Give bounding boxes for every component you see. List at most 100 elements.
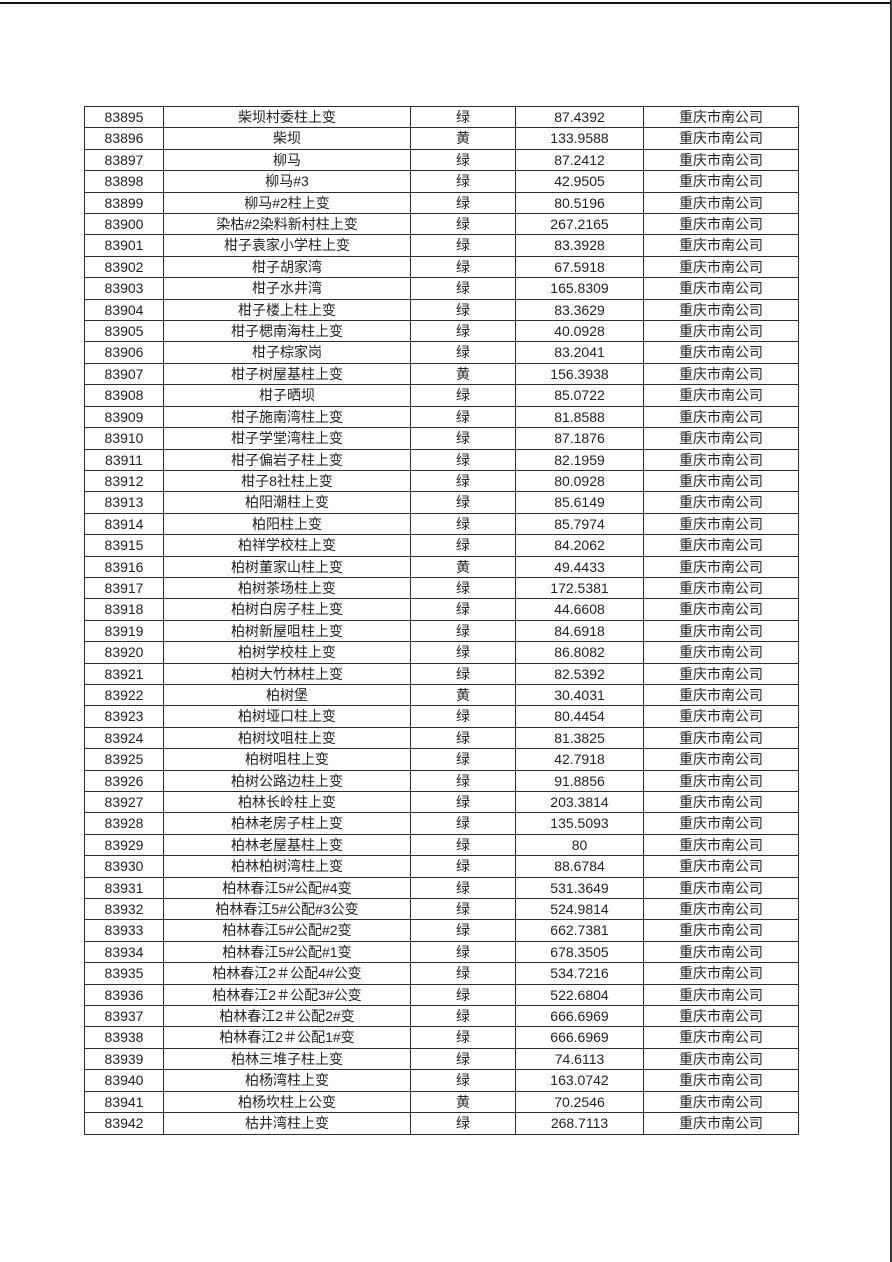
cell-company: 重庆市南公司	[643, 213, 799, 236]
cell-name: 柏林春江5#公配#3公变	[163, 898, 411, 921]
cell-company: 重庆市南公司	[643, 1090, 799, 1114]
cell-status: 黄	[410, 555, 516, 578]
cell-name: 柑子胡家湾	[163, 255, 411, 279]
cell-id: 83936	[84, 983, 164, 1007]
cell-value: 30.4031	[515, 683, 644, 707]
cell-value: 87.2412	[515, 148, 644, 172]
cell-company: 重庆市南公司	[643, 448, 799, 471]
cell-name: 柏林春江5#公配#4变	[163, 876, 411, 900]
cell-company: 重庆市南公司	[643, 833, 799, 857]
cell-name: 柏林春江5#公配#2变	[163, 919, 411, 942]
cell-value: 80.4454	[515, 705, 644, 728]
page-top-edge-line	[0, 2, 892, 4]
cell-value: 86.8082	[515, 641, 644, 664]
cell-name: 柏树大竹林柱上变	[163, 662, 411, 685]
table-row: 83930 柏林柏树湾柱上变绿 88.6784 重庆市南公司	[84, 855, 799, 878]
cell-id: 83913	[84, 491, 164, 514]
cell-name: 柑子水井湾	[163, 277, 411, 300]
cell-id: 83907	[84, 362, 164, 386]
cell-id: 83940	[84, 1069, 164, 1092]
cell-company: 重庆市南公司	[643, 491, 799, 514]
table-row: 83924 柏树坟咀柱上变绿 81.3825 重庆市南公司	[84, 726, 799, 750]
cell-status: 黄	[410, 127, 516, 150]
cell-value: 82.5392	[515, 662, 644, 685]
cell-value: 81.3825	[515, 726, 644, 750]
cell-status: 绿	[410, 940, 516, 964]
cell-value: 67.5918	[515, 255, 644, 279]
cell-value: 87.4392	[515, 105, 644, 129]
cell-id: 83917	[84, 576, 164, 600]
cell-company: 重庆市南公司	[643, 1112, 799, 1135]
cell-id: 83932	[84, 898, 164, 921]
cell-company: 重庆市南公司	[643, 919, 799, 942]
cell-id: 83937	[84, 1005, 164, 1028]
table-row: 83929 柏林老屋基柱上变绿 80 重庆市南公司	[84, 833, 799, 857]
table-row: 83896 柴坝黄 133.9588 重庆市南公司	[84, 127, 799, 150]
cell-status: 绿	[410, 234, 516, 257]
cell-name: 柏祥学校柱上变	[163, 534, 411, 557]
cell-id: 83922	[84, 683, 164, 707]
cell-name: 柳马	[163, 148, 411, 172]
cell-name: 柴坝村委柱上变	[163, 105, 411, 129]
cell-name: 柏林春江2＃公配3#公变	[163, 983, 411, 1007]
cell-status: 绿	[410, 512, 516, 536]
cell-id: 83919	[84, 619, 164, 643]
cell-status: 绿	[410, 598, 516, 621]
table-row: 83908 柑子晒坝绿 85.0722 重庆市南公司	[84, 384, 799, 407]
table-row: 83913 柏阳潮柱上变绿 85.6149 重庆市南公司	[84, 491, 799, 514]
cell-status: 绿	[410, 255, 516, 279]
cell-id: 83916	[84, 555, 164, 578]
cell-id: 83934	[84, 940, 164, 964]
cell-status: 绿	[410, 298, 516, 322]
cell-status: 绿	[410, 726, 516, 750]
cell-name: 柏树坟咀柱上变	[163, 726, 411, 750]
cell-id: 83931	[84, 876, 164, 900]
cell-name: 柑子棕家岗	[163, 341, 411, 364]
cell-name: 柏林三堆子柱上变	[163, 1047, 411, 1071]
cell-status: 绿	[410, 876, 516, 900]
cell-status: 绿	[410, 320, 516, 343]
table-row: 83940 柏杨湾柱上变绿 163.0742 重庆市南公司	[84, 1069, 799, 1092]
cell-name: 柏阳柱上变	[163, 512, 411, 536]
table-row: 83911 柑子偏岩子柱上变绿 82.1959 重庆市南公司	[84, 448, 799, 471]
table-row: 83923 柏树垭口柱上变绿 80.4454 重庆市南公司	[84, 705, 799, 728]
cell-company: 重庆市南公司	[643, 362, 799, 386]
cell-value: 524.9814	[515, 898, 644, 921]
cell-company: 重庆市南公司	[643, 1047, 799, 1071]
cell-id: 83895	[84, 105, 164, 129]
table-row: 83928 柏林老房子柱上变绿 135.5093 重庆市南公司	[84, 812, 799, 835]
cell-name: 枯井湾柱上变	[163, 1112, 411, 1135]
table-row: 83920 柏树学校柱上变绿 86.8082 重庆市南公司	[84, 641, 799, 664]
table-row: 83932 柏林春江5#公配#3公变绿 524.9814 重庆市南公司	[84, 898, 799, 921]
cell-id: 83928	[84, 812, 164, 835]
table-body: 83895 柴坝村委柱上变绿 87.4392 重庆市南公司 83896 柴坝黄 133.95…	[84, 105, 799, 1135]
cell-name: 柏树新屋咀柱上变	[163, 619, 411, 643]
table-row: 83914 柏阳柱上变绿 85.7974 重庆市南公司	[84, 512, 799, 536]
cell-name: 柏林老屋基柱上变	[163, 833, 411, 857]
table-row: 83926 柏树公路边柱上变绿 91.8856 重庆市南公司	[84, 769, 799, 793]
cell-status: 绿	[410, 1112, 516, 1135]
cell-name: 柑子8社柱上变	[163, 469, 411, 493]
cell-company: 重庆市南公司	[643, 234, 799, 257]
data-table: 83895 柴坝村委柱上变绿 87.4392 重庆市南公司 83896 柴坝黄 133.95…	[84, 105, 799, 1135]
cell-id: 83921	[84, 662, 164, 685]
cell-id: 83908	[84, 384, 164, 407]
cell-id: 83900	[84, 213, 164, 236]
cell-id: 83896	[84, 127, 164, 150]
table-row: 83902 柑子胡家湾绿 67.5918 重庆市南公司	[84, 255, 799, 279]
table-row: 83907 柑子树屋基柱上变黄 156.3938 重庆市南公司	[84, 362, 799, 386]
cell-status: 绿	[410, 662, 516, 685]
cell-status: 绿	[410, 405, 516, 429]
cell-id: 83939	[84, 1047, 164, 1071]
cell-id: 83903	[84, 277, 164, 300]
cell-id: 83938	[84, 1026, 164, 1049]
cell-name: 柏林春江5#公配#1变	[163, 940, 411, 964]
cell-status: 绿	[410, 384, 516, 407]
cell-status: 绿	[410, 341, 516, 364]
cell-value: 522.6804	[515, 983, 644, 1007]
cell-id: 83910	[84, 427, 164, 450]
cell-value: 135.5093	[515, 812, 644, 835]
cell-company: 重庆市南公司	[643, 555, 799, 578]
cell-id: 83924	[84, 726, 164, 750]
